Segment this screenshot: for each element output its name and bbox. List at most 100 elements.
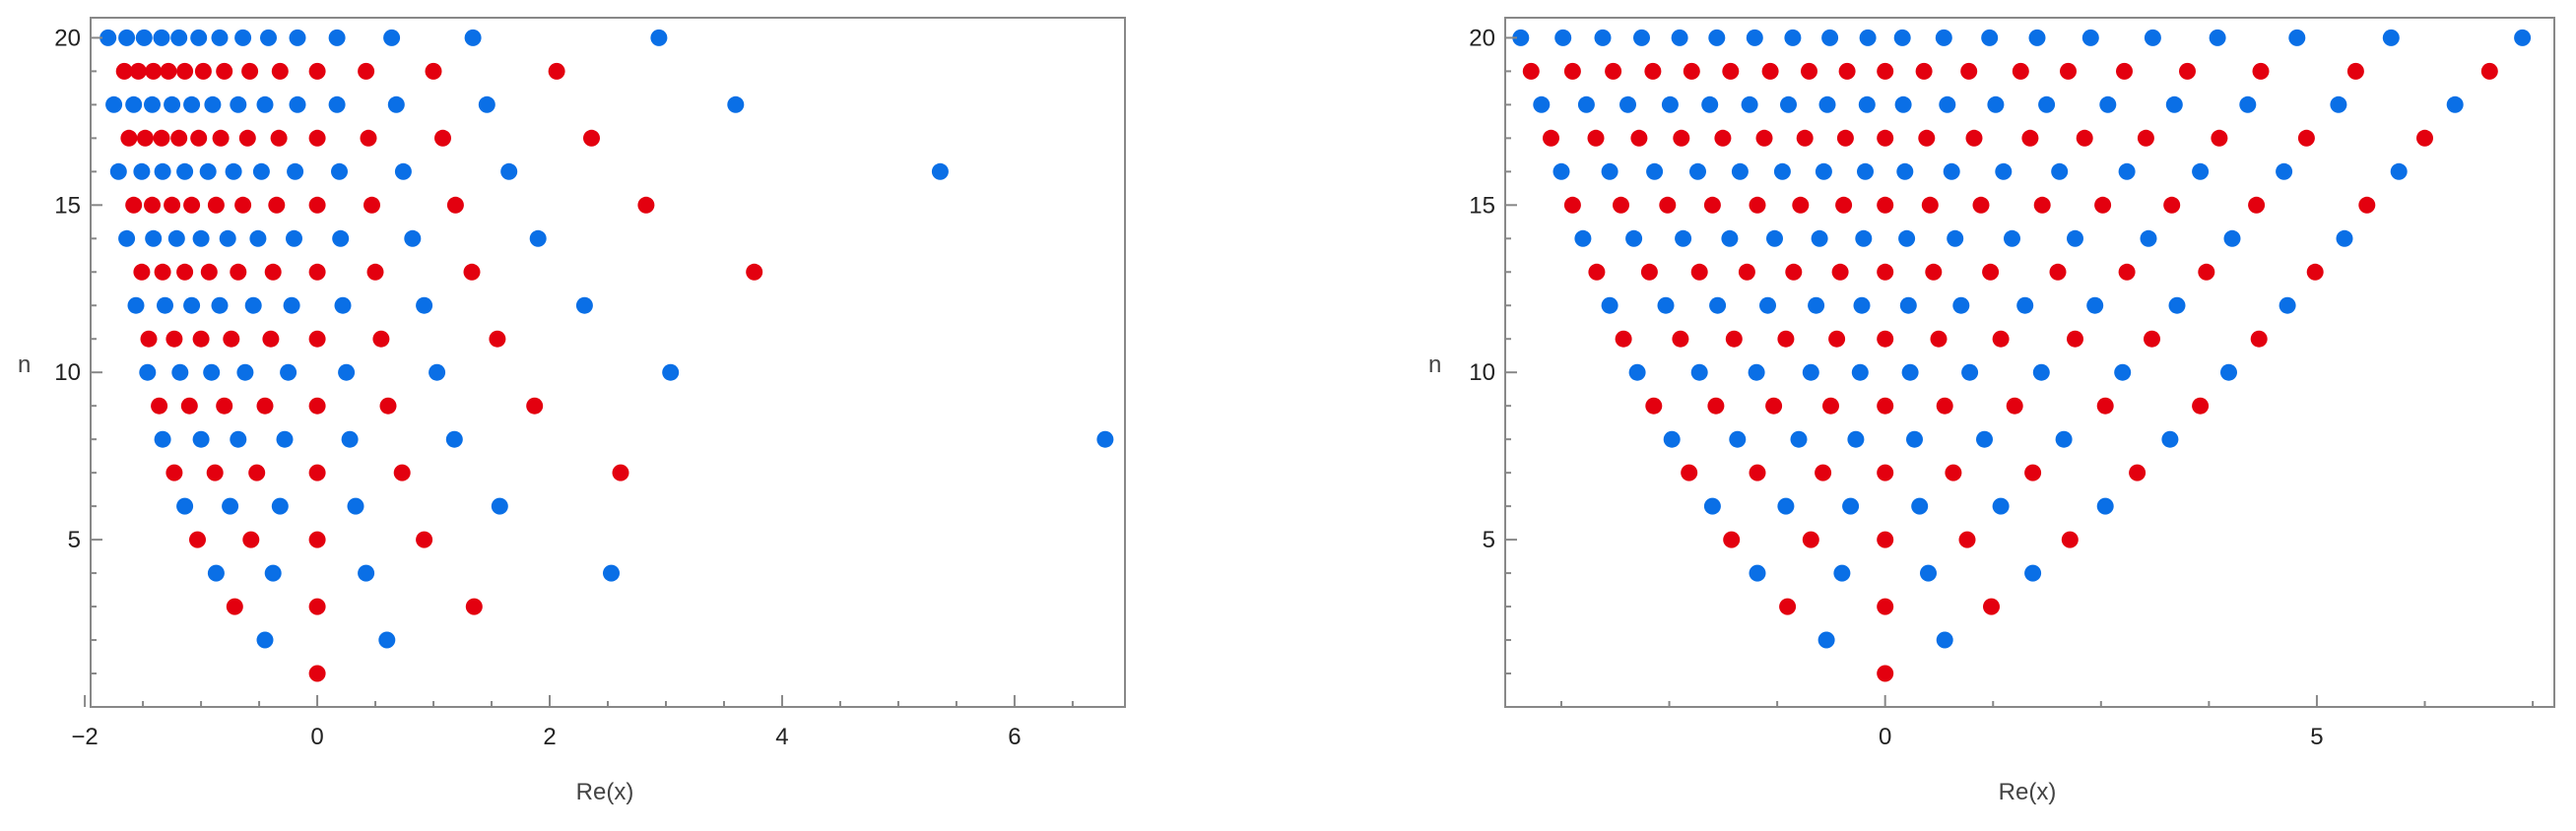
- chart-right-point: [2038, 96, 2056, 113]
- chart-right-point: [1859, 29, 1877, 46]
- chart-left-point: [199, 162, 217, 180]
- chart-right-point: [1831, 263, 1849, 281]
- chart-left-point: [489, 330, 506, 348]
- chart-left-point: [256, 397, 274, 415]
- chart-left-point: [204, 96, 222, 113]
- chart-left-point: [308, 397, 326, 415]
- chart-left-point: [211, 29, 229, 46]
- chart-right: 0 5 5 10 15 20 n Re(x): [1428, 17, 2555, 805]
- chart-left-point: [140, 330, 158, 348]
- chart-right-point: [2028, 29, 2046, 46]
- chart-right-point: [1587, 129, 1605, 147]
- chart-right-point: [1877, 531, 1894, 548]
- chart-right-point: [1877, 397, 1894, 415]
- chart-right-point: [2032, 363, 2050, 381]
- chart-left-point: [383, 29, 401, 46]
- chart-left-point: [244, 296, 262, 314]
- chart-left-ytick-label: 20: [54, 25, 81, 51]
- chart-right-point: [1992, 330, 2010, 348]
- chart-left-point: [308, 598, 326, 615]
- chart-right-point: [1896, 162, 1914, 180]
- chart-right-point: [1877, 129, 1894, 147]
- chart-left-point: [372, 330, 390, 348]
- chart-right-point: [2288, 29, 2306, 46]
- chart-right-xtick-label: 5: [2310, 724, 2323, 750]
- chart-left-point: [170, 29, 188, 46]
- chart-right-point: [1987, 96, 2005, 113]
- chart-right-point: [1779, 598, 1797, 615]
- chart-left-point: [583, 129, 600, 147]
- chart-right-point: [1802, 363, 1819, 381]
- chart-right-point: [1815, 464, 1832, 481]
- chart-right-point: [2004, 229, 2020, 247]
- chart-left-point: [308, 196, 326, 214]
- chart-right-point: [1601, 162, 1618, 180]
- chart-right-point: [2114, 363, 2132, 381]
- chart-left-point: [363, 196, 380, 214]
- chart-right-point: [2252, 62, 2270, 80]
- chart-right-point: [2137, 129, 2154, 147]
- chart-left-xtick-label: 6: [1008, 724, 1021, 750]
- chart-right-point: [1659, 196, 1677, 214]
- chart-right-point: [1952, 296, 1970, 314]
- chart-right-point: [2390, 162, 2408, 180]
- chart-left-point: [236, 363, 254, 381]
- chart-left-point: [192, 330, 210, 348]
- chart-left-point: [139, 363, 157, 381]
- chart-right-point: [2016, 296, 2034, 314]
- chart-left-point: [165, 330, 183, 348]
- chart-left-point: [500, 162, 518, 180]
- chart-left-point: [308, 464, 326, 481]
- chart-right-point: [2144, 29, 2161, 46]
- chart-right-point: [1818, 96, 1836, 113]
- chart-right-point: [2049, 263, 2067, 281]
- chart-right-point: [1821, 29, 1839, 46]
- chart-left-point: [491, 497, 508, 515]
- chart-right-point: [1851, 363, 1869, 381]
- chart-right-point: [2192, 162, 2210, 180]
- chart-right-point: [1738, 263, 1755, 281]
- chart-right-ylabel: n: [1428, 352, 1441, 378]
- chart-right-point: [1835, 196, 1853, 214]
- chart-right-point: [1759, 296, 1776, 314]
- chart-right-point: [1828, 330, 1846, 348]
- chart-left-point: [276, 430, 294, 448]
- chart-right-point: [1898, 229, 1916, 247]
- chart-left-point: [211, 296, 229, 314]
- chart-right-point: [1792, 196, 1810, 214]
- chart-right-point: [2192, 397, 2210, 415]
- chart-left-point: [287, 162, 304, 180]
- chart-right-point: [2051, 162, 2069, 180]
- chart-left-point: [308, 531, 326, 548]
- chart-left-point: [248, 464, 266, 481]
- chart-left-point: [167, 229, 185, 247]
- chart-right-point: [2446, 96, 2464, 113]
- chart-right-ytick-label: 15: [1469, 192, 1495, 219]
- chart-right-point: [1741, 96, 1758, 113]
- chart-left-point: [358, 564, 375, 582]
- chart-right-point: [1703, 497, 1721, 515]
- chart-left-point: [526, 397, 544, 415]
- chart-left-point: [334, 296, 352, 314]
- chart-left-point: [283, 296, 300, 314]
- chart-right-point: [1801, 62, 1817, 80]
- chart-right-point: [1777, 497, 1795, 515]
- chart-left-point: [145, 229, 163, 247]
- chart-right-point: [1512, 29, 1530, 46]
- chart-left-ytick-label: 5: [68, 527, 81, 553]
- chart-right-point: [2330, 96, 2347, 113]
- chart-right-point: [2012, 62, 2029, 80]
- chart-right-point: [1714, 129, 1732, 147]
- chart-left-point: [347, 497, 364, 515]
- chart-right-point: [2067, 330, 2083, 348]
- chart-left-point: [165, 464, 183, 481]
- chart-right-point: [1877, 464, 1894, 481]
- chart-left-point: [176, 263, 194, 281]
- chart-left-point: [548, 62, 565, 80]
- chart-right-point: [1708, 29, 1726, 46]
- chart-right-point: [1877, 263, 1894, 281]
- chart-left-point: [171, 363, 189, 381]
- chart-left-point: [129, 62, 147, 80]
- chart-right-point: [2086, 296, 2104, 314]
- chart-right-point: [2297, 129, 2315, 147]
